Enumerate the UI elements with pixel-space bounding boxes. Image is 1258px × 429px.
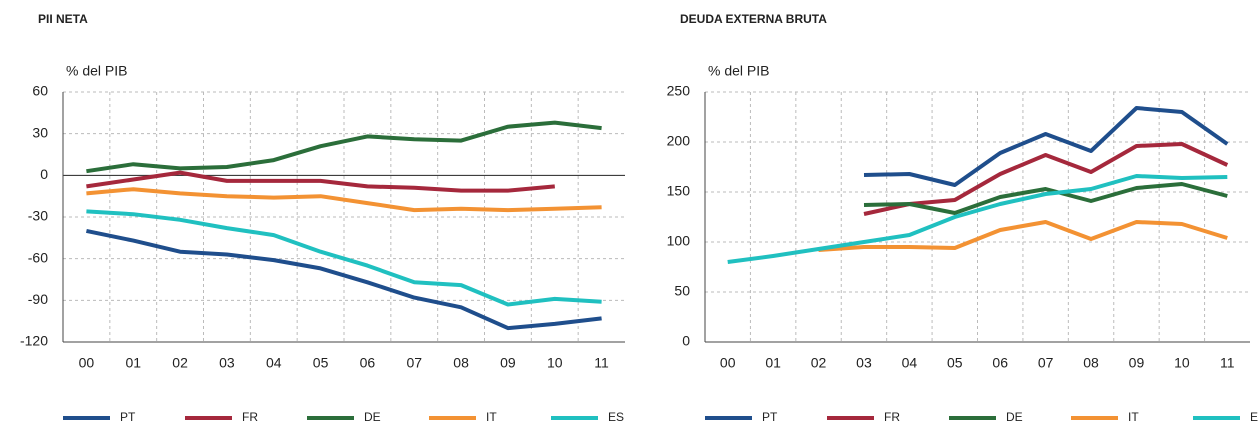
x-tick-label: 03 (219, 355, 235, 371)
chart-title: DEUDA EXTERNA BRUTA (680, 12, 827, 26)
x-tick-label: 00 (720, 355, 736, 371)
series-line (86, 187, 602, 213)
legend-label: PT (120, 410, 136, 424)
x-tick-label: 01 (125, 355, 141, 371)
legend-label: IT (486, 410, 497, 424)
x-tick-label: 08 (453, 355, 469, 371)
y-tick-label: -90 (28, 291, 48, 307)
series-line (86, 170, 555, 193)
legend-label: DE (1006, 410, 1023, 424)
y-tick-label: 250 (667, 83, 691, 99)
x-tick-label: 07 (1038, 355, 1054, 371)
legend-label: IT (1128, 410, 1139, 424)
x-tick-label: 11 (594, 355, 609, 371)
x-tick-label: 00 (79, 355, 95, 371)
series-line (85, 228, 602, 331)
x-tick-label: 04 (266, 355, 282, 371)
x-tick-label: 11 (1220, 355, 1235, 371)
legend-label: DE (364, 410, 381, 424)
y-tick-label: 0 (40, 166, 48, 182)
x-tick-label: 10 (1174, 355, 1190, 371)
legend-label: FR (884, 410, 900, 424)
x-tick-label: 08 (1083, 355, 1099, 371)
x-tick-label: 07 (406, 355, 422, 371)
x-tick-label: 03 (856, 355, 872, 371)
series-line (863, 106, 1229, 187)
series-line (727, 174, 1228, 264)
legend-label: ES (1250, 410, 1258, 424)
x-tick-label: 10 (547, 355, 563, 371)
x-tick-label: 02 (172, 355, 188, 371)
x-tick-label: 01 (765, 355, 781, 371)
x-tick-label: 09 (1129, 355, 1145, 371)
series-line (86, 120, 602, 174)
x-tick-label: 05 (313, 355, 329, 371)
y-tick-label: 60 (32, 83, 48, 99)
x-tick-label: 09 (500, 355, 516, 371)
series-line (818, 220, 1228, 252)
y-tick-label: 30 (32, 124, 48, 140)
y-tick-label: 150 (667, 183, 691, 199)
y-tick-label: 0 (682, 333, 690, 349)
y-tick-label: 100 (667, 233, 691, 249)
y-axis-label: % del PIB (708, 63, 769, 79)
series-line (863, 142, 1229, 216)
series-line (86, 209, 602, 307)
x-tick-label: 06 (992, 355, 1008, 371)
x-tick-label: 06 (360, 355, 376, 371)
x-tick-label: 04 (902, 355, 918, 371)
y-tick-label: -60 (28, 249, 48, 265)
y-tick-label: 200 (667, 133, 691, 149)
legend-label: PT (762, 410, 778, 424)
legend-label: ES (608, 410, 624, 424)
x-tick-label: 05 (947, 355, 963, 371)
y-tick-label: -120 (20, 333, 48, 349)
legend-label: FR (242, 410, 258, 424)
y-axis-label: % del PIB (66, 63, 127, 79)
y-tick-label: 50 (674, 283, 690, 299)
series-line (863, 182, 1228, 215)
y-tick-label: -30 (28, 208, 48, 224)
x-tick-label: 02 (811, 355, 827, 371)
chart-title: PII NETA (38, 12, 88, 26)
